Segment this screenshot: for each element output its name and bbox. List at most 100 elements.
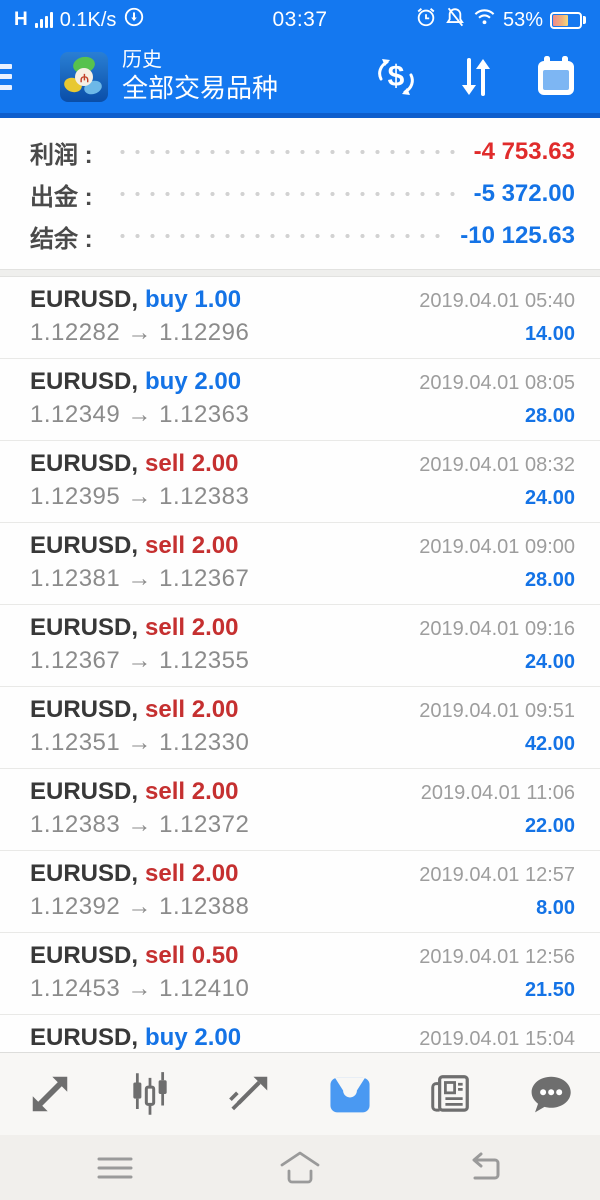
trade-prices: 1.12383 → 1.12372 — [30, 811, 250, 838]
trade-side-volume: sell 2.00 — [145, 450, 239, 477]
trade-prices: 1.12395 → 1.12383 — [30, 483, 250, 510]
trade-row[interactable]: EURUSD, buy 2.00 2019.04.01 08:05 1.1234… — [0, 359, 600, 441]
trade-symbol: EURUSD, — [30, 778, 139, 805]
trade-symbol: EURUSD, — [30, 450, 139, 477]
trade-symbol: EURUSD, — [30, 286, 139, 313]
trade-prices: 1.12351 → 1.12330 — [30, 729, 250, 756]
back-button[interactable] — [465, 1150, 505, 1186]
trade-side-volume: buy 1.00 — [145, 286, 242, 313]
section-divider — [0, 269, 600, 277]
news-icon — [431, 1075, 469, 1112]
trade-symbol: EURUSD, — [30, 532, 139, 559]
trade-side-volume: sell 0.50 — [145, 942, 239, 969]
battery-percent: 53% — [502, 8, 543, 31]
trade-datetime: 2019.04.01 05:40 — [419, 290, 575, 312]
app-logo-icon[interactable]: ₼ — [60, 51, 108, 102]
trade-symbol: EURUSD, — [30, 942, 139, 969]
status-right: 53% — [415, 6, 586, 34]
trade-datetime: 2019.04.01 12:57 — [419, 864, 575, 886]
trade-profit: 28.00 — [524, 569, 575, 591]
trade-profit: 21.50 — [524, 979, 575, 1001]
profit-value: -4 753.63 — [473, 138, 575, 165]
balance-label: 结余 : — [30, 225, 93, 253]
data-saver-icon — [123, 6, 145, 34]
trade-symbol: EURUSD, — [30, 614, 139, 641]
calendar-icon[interactable] — [534, 54, 578, 100]
trade-row[interactable]: EURUSD, sell 0.50 2019.04.01 12:56 1.124… — [0, 933, 600, 1015]
network-type-indicator: H — [14, 9, 28, 30]
tab-trade[interactable] — [200, 1071, 300, 1117]
alarm-icon — [415, 6, 437, 34]
withdrawal-label: 出金 : — [30, 183, 93, 211]
trade-row[interactable]: EURUSD, sell 2.00 2019.04.01 11:06 1.123… — [0, 769, 600, 851]
trade-history-list[interactable]: EURUSD, buy 1.00 2019.04.01 05:40 1.1228… — [0, 277, 600, 1052]
charts-icon — [133, 1072, 167, 1115]
trade-side-volume: sell 2.00 — [145, 532, 239, 559]
trade-side-volume: buy 2.00 — [145, 368, 242, 395]
summary-row-withdrawal: 出金 : -5 372.00 — [30, 173, 575, 215]
trade-prices: 1.12453 → 1.12410 — [30, 975, 250, 1002]
header-titles[interactable]: 历史 全部交易品种 — [122, 49, 278, 104]
balance-value: -10 125.63 — [460, 222, 575, 249]
home-button[interactable] — [278, 1149, 322, 1187]
trade-datetime: 2019.04.01 08:32 — [419, 454, 575, 476]
currency-exchange-icon[interactable]: $ — [374, 54, 418, 100]
trade-symbol: EURUSD, — [30, 1024, 139, 1051]
trade-profit: 22.00 — [524, 815, 575, 837]
network-speed: 0.1K/s — [59, 8, 117, 31]
tab-news[interactable] — [400, 1071, 500, 1117]
dotted-leader — [114, 191, 460, 197]
history-summary: 利润 : -4 753.63 出金 : -5 372.00 结余 : -10 1… — [0, 118, 600, 269]
trade-datetime: 2019.04.01 09:51 — [419, 700, 575, 722]
trade-symbol: EURUSD, — [30, 368, 139, 395]
bottom-navigation — [0, 1052, 600, 1135]
withdrawal-value: -5 372.00 — [473, 180, 575, 207]
trade-datetime: 2019.04.01 08:05 — [419, 372, 575, 394]
page-title: 历史 — [122, 49, 162, 72]
tab-messages[interactable] — [500, 1071, 600, 1117]
tab-charts[interactable] — [100, 1071, 200, 1117]
trade-symbol: EURUSD, — [30, 860, 139, 887]
trade-prices: 1.12349 → 1.12363 — [30, 401, 250, 428]
trade-side-volume: sell 2.00 — [145, 614, 239, 641]
summary-row-balance: 结余 : -10 125.63 — [30, 215, 575, 257]
mute-icon — [444, 6, 466, 34]
status-left: H 0.1K/s — [14, 6, 145, 34]
trade-datetime: 2019.04.01 12:56 — [419, 946, 575, 968]
recents-button[interactable] — [95, 1151, 135, 1185]
trade-datetime: 2019.04.01 11:06 — [420, 782, 575, 804]
dotted-leader — [114, 149, 460, 155]
trade-side-volume: sell 2.00 — [145, 778, 239, 805]
trade-row[interactable]: EURUSD, sell 2.00 2019.04.01 12:57 1.123… — [0, 851, 600, 933]
trade-profit: 42.00 — [524, 733, 575, 755]
trade-side-volume: sell 2.00 — [145, 860, 239, 887]
trade-row[interactable]: EURUSD, sell 2.00 2019.04.01 09:16 1.123… — [0, 605, 600, 687]
trade-profit: 8.00 — [536, 897, 575, 919]
menu-icon[interactable] — [0, 60, 12, 94]
trade-datetime: 2019.04.01 09:00 — [419, 536, 575, 558]
trade-prices: 1.12381 → 1.12367 — [30, 565, 250, 592]
trade-prices: 1.12367 → 1.12355 — [30, 647, 250, 674]
trade-prices: 1.12392 → 1.12388 — [30, 893, 250, 920]
messages-icon — [531, 1076, 571, 1113]
tab-history[interactable] — [300, 1071, 400, 1117]
trade-row[interactable]: EURUSD, sell 2.00 2019.04.01 08:32 1.123… — [0, 441, 600, 523]
trade-prices: 1.12282 → 1.12296 — [30, 319, 250, 346]
trade-row[interactable]: EURUSD, sell 2.00 2019.04.01 09:00 1.123… — [0, 523, 600, 605]
trade-datetime: 2019.04.01 15:04 — [419, 1028, 575, 1050]
dotted-leader — [114, 233, 447, 239]
trade-profit: 28.00 — [524, 405, 575, 427]
wifi-icon — [473, 7, 496, 33]
summary-row-profit: 利润 : -4 753.63 — [30, 131, 575, 173]
trade-icon — [229, 1076, 268, 1111]
trade-row[interactable]: EURUSD, buy 1.00 2019.04.01 05:40 1.1228… — [0, 277, 600, 359]
trade-row[interactable]: EURUSD, sell 2.00 2019.04.01 09:51 1.123… — [0, 687, 600, 769]
profit-label: 利润 : — [30, 141, 93, 169]
trade-profit: 24.00 — [524, 651, 575, 673]
sort-arrows-icon[interactable] — [456, 55, 496, 99]
trade-profit: 14.00 — [524, 323, 575, 345]
tab-quotes[interactable] — [0, 1071, 100, 1117]
trade-datetime: 2019.04.01 09:16 — [419, 618, 575, 640]
signal-strength-icon — [34, 12, 53, 28]
trade-row[interactable]: EURUSD, buy 2.00 2019.04.01 15:04 — [0, 1015, 600, 1052]
